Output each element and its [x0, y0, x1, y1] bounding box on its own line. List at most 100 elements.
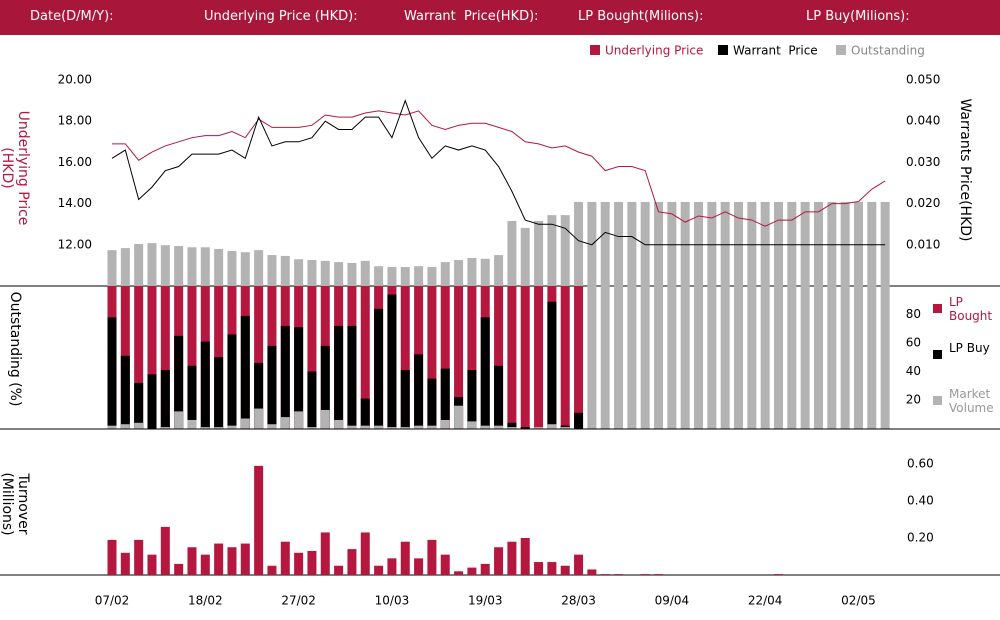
outstanding-bar [600, 201, 610, 286]
share-bar [494, 425, 504, 429]
y2-tick-label: 0.030 [906, 155, 940, 169]
turnover-bar [507, 541, 517, 575]
x-tick-label: 18/02 [188, 594, 223, 608]
y2-axis-label: Warrants Price(HKD) [957, 98, 973, 242]
outstanding-bar [853, 201, 863, 286]
turnover-bar [280, 541, 290, 575]
turnover-bar [534, 562, 544, 575]
share-bar [187, 365, 197, 429]
share-bar [200, 341, 210, 429]
share-bar [294, 411, 304, 429]
share-bar [774, 286, 783, 429]
outstanding-bar [160, 245, 170, 286]
share-bar [334, 419, 344, 429]
outstanding-bar [200, 247, 210, 286]
legend-label: Market Volume [949, 387, 994, 415]
share-bar [134, 422, 144, 429]
turnover-bar [614, 574, 624, 575]
legend-label: LP Bought [949, 295, 993, 323]
share-bar [440, 419, 450, 429]
share-bar [747, 286, 757, 429]
share-bar [534, 286, 544, 429]
share-bar [547, 424, 557, 429]
share-bar [467, 286, 477, 429]
share-bar [360, 425, 370, 429]
share-bar [187, 419, 197, 429]
outstanding-bar [840, 201, 850, 286]
y2-tick-label: 0.020 [906, 196, 940, 210]
outstanding-bar [720, 201, 730, 286]
outstanding-bar [360, 260, 370, 286]
turnover-bar [494, 547, 504, 575]
x-tick-label: 10/03 [375, 594, 410, 608]
outstanding-bar [267, 255, 277, 286]
turnover-bar [347, 549, 357, 575]
outstanding-bar [174, 246, 184, 286]
turnover-bar [387, 558, 397, 575]
y-tick-label: 40 [906, 364, 921, 378]
outstanding-bar [214, 248, 224, 286]
share-bar [254, 362, 264, 429]
outstanding-bar [427, 267, 437, 286]
share-bar [520, 286, 530, 429]
header-label: LP Buy(Milions): [806, 9, 910, 24]
legend-label: LP Buy [949, 341, 990, 355]
share-bar [760, 286, 770, 429]
share-bar [107, 317, 117, 429]
outstanding-bar [587, 201, 597, 286]
y-tick-label: 20 [906, 393, 921, 407]
share-bar [320, 345, 330, 429]
outstanding-bar [294, 259, 304, 286]
turnover-bar [307, 550, 317, 575]
share-bar [574, 412, 584, 429]
outstanding-bar [334, 262, 344, 286]
outstanding-bar [107, 250, 117, 286]
share-bar [560, 286, 570, 429]
legend-swatch [718, 45, 728, 55]
legend-label: Underlying Price [605, 44, 703, 58]
legend-label: Warrant Price [733, 44, 818, 58]
share-bar [160, 370, 170, 429]
turnover-bar [360, 532, 370, 575]
outstanding-bar [507, 220, 517, 286]
turnover-bar [440, 554, 450, 575]
share-bar [387, 427, 397, 429]
outstanding-bar [254, 250, 264, 286]
turnover-bar [560, 565, 570, 575]
turnover-bar [427, 539, 437, 575]
outstanding-bar [387, 267, 397, 286]
turnover-bar [200, 554, 210, 575]
turnover-bar [400, 541, 410, 575]
turnover-bar [334, 565, 344, 575]
share-bar [560, 427, 570, 429]
share-bar [507, 422, 517, 429]
x-tick-label: 27/02 [281, 594, 316, 608]
turnover-bar [547, 562, 557, 575]
outstanding-bar [560, 215, 570, 286]
header-bar: Date(D/M/Y): Underlying Price (HKD): War… [0, 0, 1000, 35]
turnover-bar [147, 554, 157, 575]
share-bar [414, 354, 424, 429]
share-bar [240, 315, 250, 429]
outstanding-bar [747, 201, 757, 286]
turnover-bar [320, 532, 330, 575]
y-tick-label: 0.40 [907, 494, 934, 508]
share-bar [520, 427, 530, 429]
outstanding-bar [347, 262, 357, 286]
turnover-bar [454, 571, 464, 575]
outstanding-bar [147, 243, 157, 286]
outstanding-bar [320, 260, 330, 286]
outstanding-bar [547, 215, 557, 286]
share-bar [800, 286, 810, 429]
share-bar [294, 327, 304, 429]
share-bar [400, 427, 410, 429]
share-bar [640, 286, 650, 429]
legend-swatch [933, 396, 942, 405]
outstanding-bar [680, 201, 690, 286]
share-bar [267, 345, 277, 429]
share-bar [440, 368, 450, 429]
turnover-bar [254, 465, 264, 575]
outstanding-bar [440, 262, 450, 286]
share-bar [840, 286, 850, 429]
